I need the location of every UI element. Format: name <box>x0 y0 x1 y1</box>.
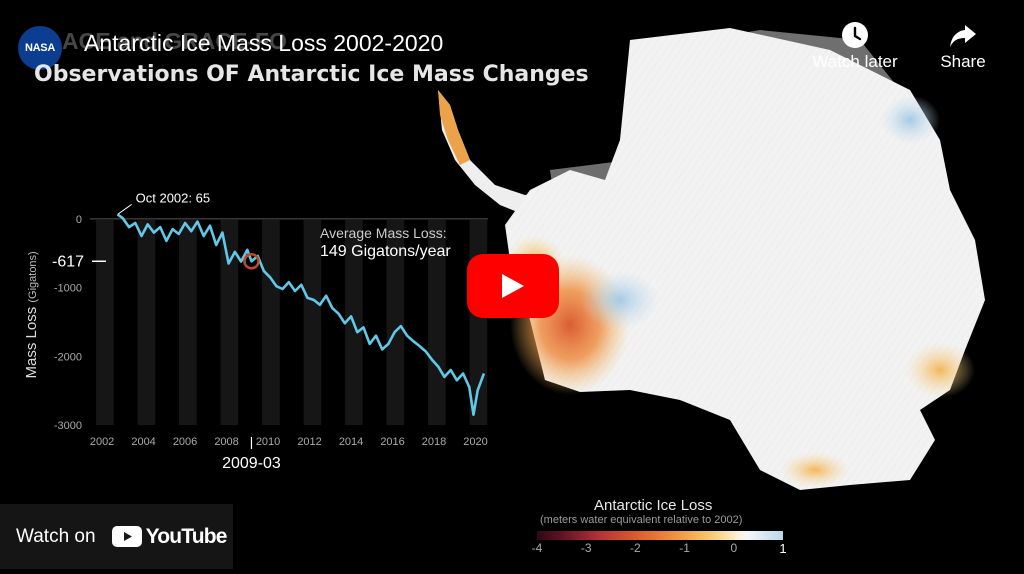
watch-later-label: Watch later <box>812 52 898 71</box>
legend-subtitle: (meters water equivalent relative to 200… <box>540 514 743 526</box>
start-annotation-label: Oct 2002: 65 <box>136 190 210 205</box>
y-tick-label: -3000 <box>54 420 82 432</box>
youtube-logo: YouTube <box>111 524 228 549</box>
share-arrow-icon <box>948 18 978 52</box>
y-axis-label-unit: (Gigatons) <box>27 251 39 302</box>
legend-title: Antarctic Ice Loss <box>594 497 713 514</box>
share-button[interactable]: Share <box>930 18 996 72</box>
watch-on-label: Watch on <box>16 525 96 547</box>
year-band <box>220 220 239 425</box>
play-button[interactable] <box>467 254 559 318</box>
year-band <box>469 220 488 425</box>
year-band <box>137 220 156 425</box>
legend-tick-label: 0 <box>730 541 738 555</box>
y-ticks: 0 -1000 -2000 -3000 <box>54 214 82 432</box>
y-tick-label: 0 <box>76 214 82 226</box>
antarctica-map <box>438 28 985 490</box>
legend-color-bar <box>537 531 783 540</box>
average-mass-loss-label: Average Mass Loss: <box>320 225 447 241</box>
x-tick-label: 2014 <box>339 436 363 448</box>
share-label: Share <box>940 52 986 71</box>
year-band <box>262 220 280 425</box>
youtube-wordmark: YouTube <box>145 524 228 548</box>
start-annotation-leader <box>117 203 132 215</box>
year-band <box>303 220 322 425</box>
mass-loss-chart: 0 -1000 -2000 -3000 2002 2004 2006 2008 2010 201… <box>23 190 488 472</box>
nasa-logo-text: NASA <box>25 42 55 54</box>
year-band <box>96 220 114 425</box>
x-tick-label: 2018 <box>422 436 446 448</box>
x-tick-label: 2010 <box>256 436 280 448</box>
nasa-logo[interactable]: NASA <box>18 26 62 70</box>
youtube-play-icon <box>111 526 142 547</box>
video-title[interactable]: Antarctic Ice Mass Loss 2002-2020 <box>84 30 444 56</box>
legend-tick-label: -4 <box>531 541 543 555</box>
y-tick-label: -2000 <box>54 351 82 363</box>
mass-loss-series-line <box>116 213 486 416</box>
x-tick-label: 2012 <box>297 436 321 448</box>
current-point-marker <box>243 253 260 270</box>
x-tick-label: 2004 <box>131 436 155 448</box>
x-tick-label: 2008 <box>214 436 238 448</box>
legend-tick-label: -2 <box>630 541 641 555</box>
marker-value-label: -617 <box>52 253 84 270</box>
y-axis-label: Mass Loss (Gigatons) <box>23 251 40 378</box>
x-ticks: 2002 2004 2006 2008 2010 2012 2014 2016 2018 2020 <box>90 436 488 448</box>
x-tick-label: 2002 <box>90 436 114 448</box>
play-icon <box>502 274 524 298</box>
faded-overlay-text: ACE and GRACE-FO <box>62 28 287 54</box>
marker-date-label: 2009-03 <box>222 455 281 472</box>
y-tick-label: -1000 <box>54 283 82 295</box>
clock-icon <box>840 18 870 52</box>
video-subtitle: Observations OF Antarctic Ice Mass Chang… <box>34 62 589 87</box>
watch-on-youtube-button[interactable]: Watch on YouTube <box>0 504 233 569</box>
year-band <box>179 220 197 425</box>
x-tick-label: 2006 <box>173 436 197 448</box>
year-band <box>386 220 405 425</box>
legend-tick-label: -3 <box>580 541 592 555</box>
start-annotation: Oct 2002: 65 <box>117 190 210 215</box>
average-mass-loss-value: 149 Gigatons/year <box>320 243 451 260</box>
x-tick-label: 2016 <box>380 436 404 448</box>
legend-tick-label: 1 <box>779 541 787 556</box>
y-axis-label-main: Mass Loss <box>23 303 40 379</box>
legend-tick-label: -1 <box>679 541 690 555</box>
x-tick-label: 2020 <box>463 436 487 448</box>
watch-later-button[interactable]: Watch later <box>806 18 904 72</box>
